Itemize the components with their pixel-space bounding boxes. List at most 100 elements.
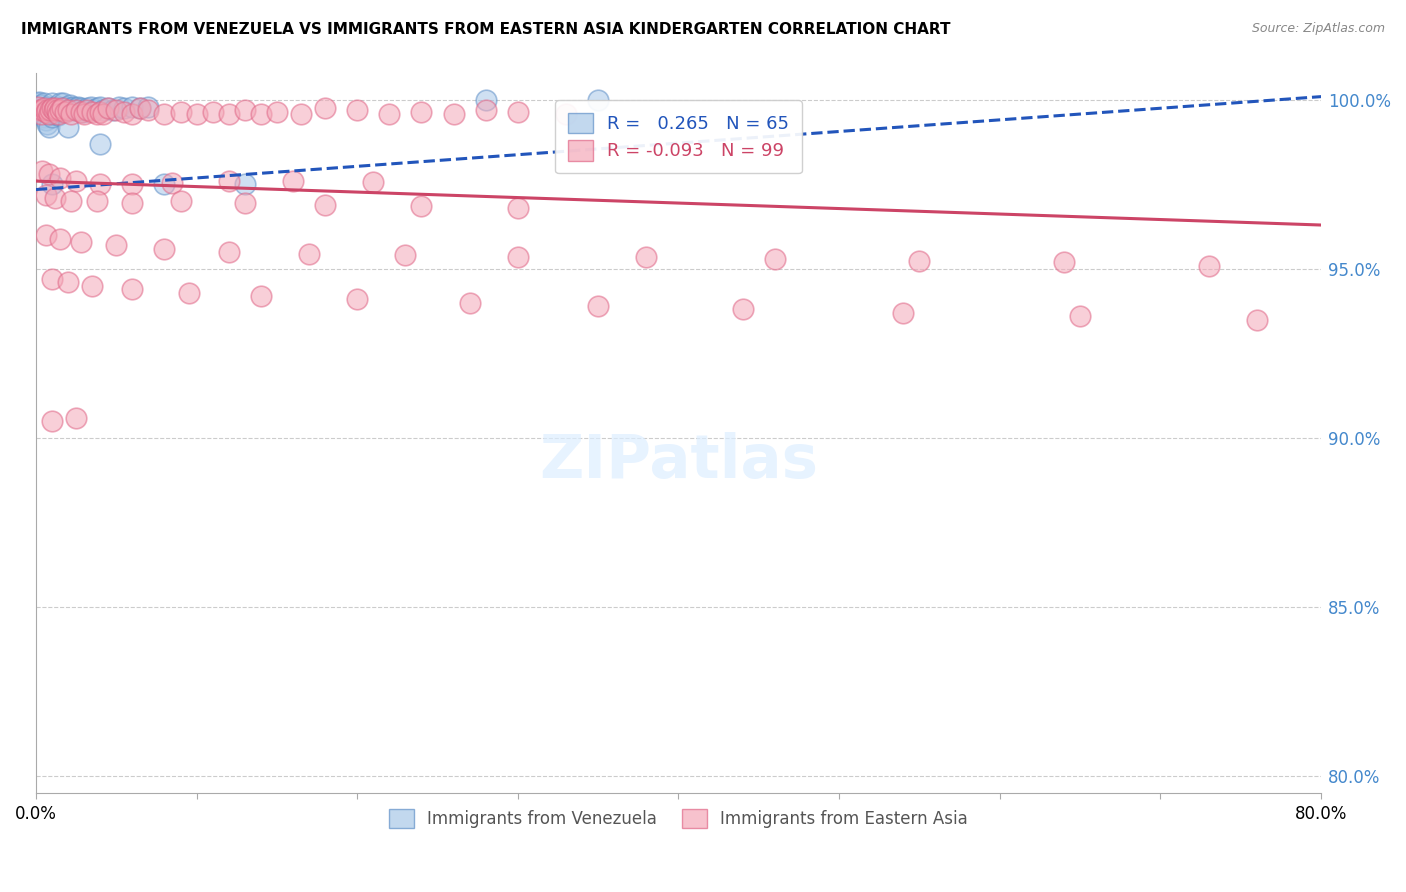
Point [314, 102, 336, 116]
Point [60, 194, 83, 209]
Point [93, 106, 115, 120]
Point [121, 282, 143, 296]
Point [89, 104, 111, 119]
Point [56, 120, 79, 134]
Point [101, 103, 124, 117]
Point [378, 106, 401, 120]
Point [39, 103, 62, 117]
Point [70, 235, 93, 249]
Point [153, 178, 176, 192]
Point [153, 242, 176, 256]
Point [49, 96, 72, 111]
Point [138, 100, 160, 114]
Point [32, 96, 55, 111]
Point [42, 103, 65, 117]
Point [27, 96, 49, 111]
Point [112, 104, 135, 119]
Point [186, 106, 208, 120]
Point [121, 106, 143, 120]
Point [60, 102, 83, 116]
Point [73, 103, 96, 117]
Point [38, 120, 60, 134]
Point [56, 276, 79, 290]
Point [44, 100, 66, 114]
Point [86, 102, 108, 116]
Point [34, 228, 56, 243]
Point [411, 199, 433, 213]
Point [65, 103, 87, 117]
Point [506, 201, 529, 215]
Point [66, 100, 89, 114]
Point [763, 252, 786, 266]
Point [555, 106, 578, 120]
Point [27, 100, 49, 114]
Point [266, 104, 288, 119]
Point [177, 285, 200, 300]
Point [201, 104, 224, 119]
Point [53, 104, 76, 119]
Point [298, 246, 321, 260]
Point [474, 93, 496, 107]
Point [731, 302, 754, 317]
Text: Source: ZipAtlas.com: Source: ZipAtlas.com [1251, 22, 1385, 36]
Point [76, 103, 98, 117]
Point [76, 102, 98, 116]
Point [48, 108, 70, 122]
Point [34, 100, 56, 114]
Point [42, 106, 65, 120]
Point [30, 103, 52, 117]
Point [411, 104, 433, 119]
Text: IMMIGRANTS FROM VENEZUELA VS IMMIGRANTS FROM EASTERN ASIA KINDERGARTEN CORRELATI: IMMIGRANTS FROM VENEZUELA VS IMMIGRANTS … [21, 22, 950, 37]
Point [129, 102, 152, 116]
Point [1198, 259, 1220, 273]
Legend: Immigrants from Venezuela, Immigrants from Eastern Asia: Immigrants from Venezuela, Immigrants fr… [382, 802, 974, 835]
Point [56, 103, 79, 117]
Point [89, 178, 111, 192]
Point [72, 104, 94, 119]
Point [37, 103, 59, 117]
Point [39, 103, 62, 117]
Point [458, 295, 481, 310]
Point [233, 178, 256, 192]
Point [506, 250, 529, 264]
Point [233, 103, 256, 117]
Point [105, 103, 128, 117]
Point [45, 103, 67, 117]
Point [49, 170, 72, 185]
Point [56, 103, 79, 117]
Point [30, 106, 52, 120]
Point [59, 98, 82, 112]
Point [893, 306, 915, 320]
Point [28, 95, 51, 109]
Point [908, 253, 931, 268]
Point [218, 106, 240, 120]
Point [39, 100, 62, 114]
Point [63, 103, 86, 117]
Point [105, 238, 128, 252]
Point [48, 103, 70, 117]
Point [290, 106, 312, 120]
Point [233, 196, 256, 211]
Point [97, 102, 120, 116]
Point [53, 102, 76, 116]
Point [41, 178, 63, 192]
Point [169, 194, 191, 209]
Point [45, 102, 67, 116]
Point [250, 106, 273, 120]
Point [49, 103, 72, 117]
Point [65, 410, 87, 425]
Point [474, 103, 496, 117]
Point [86, 106, 108, 120]
Point [31, 164, 53, 178]
Point [1069, 310, 1091, 324]
Point [34, 104, 56, 119]
Point [89, 136, 111, 151]
Point [49, 100, 72, 114]
Point [121, 178, 143, 192]
Point [73, 106, 96, 120]
Point [138, 103, 160, 117]
Point [51, 102, 73, 116]
Point [34, 187, 56, 202]
Point [86, 194, 108, 209]
Point [97, 102, 120, 116]
